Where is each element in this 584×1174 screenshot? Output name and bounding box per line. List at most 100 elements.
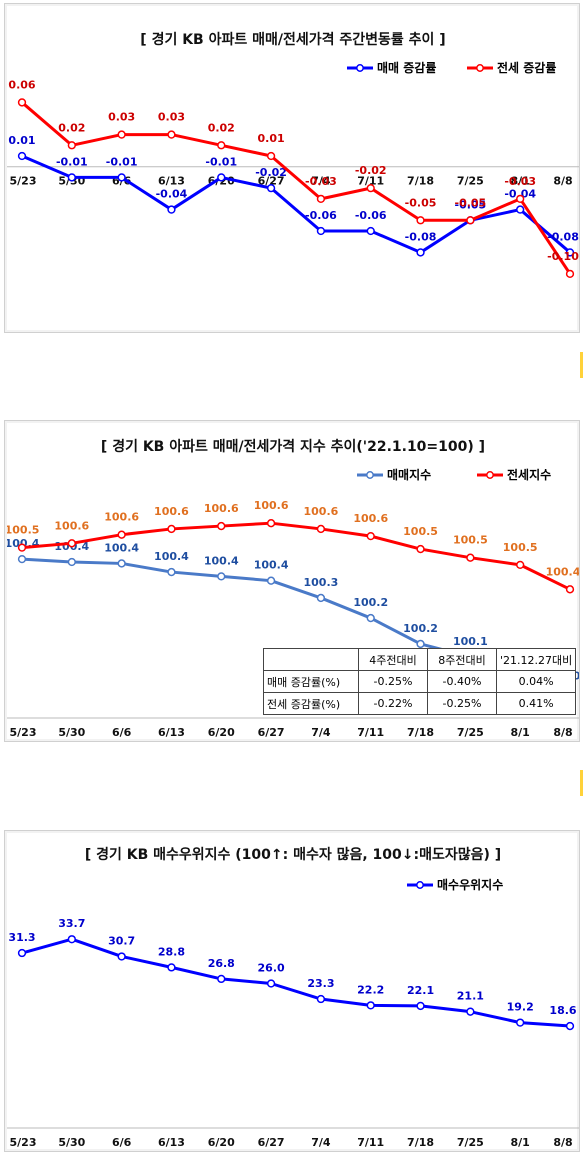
data-label: 100.1 xyxy=(453,635,488,648)
data-point xyxy=(516,205,525,214)
x-tick-label: 6/6 xyxy=(112,1136,132,1149)
data-point xyxy=(416,639,425,649)
x-tick-label: 6/20 xyxy=(208,1136,235,1149)
table-header-row: 4주전대비 8주전대비 '21.12.27대비 xyxy=(263,648,577,671)
data-label: -0.02 xyxy=(355,164,387,177)
series-line-2 xyxy=(21,101,572,275)
series-line-1 xyxy=(21,937,571,1028)
data-label: 100.6 xyxy=(204,502,239,515)
chart-title: [ 경기 KB 아파트 매매/전세가격 지수 추이('22.1.10=100) … xyxy=(101,438,485,455)
legend-marker xyxy=(486,471,494,479)
x-tick-label: 5/23 xyxy=(10,1136,37,1149)
data-point xyxy=(17,151,27,161)
data-label: 19.2 xyxy=(507,1001,534,1014)
data-point xyxy=(67,141,76,150)
x-tick-label: 6/6 xyxy=(112,726,132,739)
legend-label: 전세 증감률 xyxy=(497,60,556,75)
data-label: 100.6 xyxy=(54,519,89,532)
table-cell: -0.40% xyxy=(427,670,497,693)
chart-title: [ 경기 KB 매수우위지수 (100↑: 매수자 많음, 100↓:매도자많음… xyxy=(85,846,501,863)
data-label: 100.6 xyxy=(304,505,339,518)
data-label: 0.02 xyxy=(58,121,85,134)
data-label: -0.04 xyxy=(156,188,188,201)
data-point xyxy=(266,519,276,528)
table-cell: 0.04% xyxy=(495,670,577,693)
chart-weekly-change: [ 경기 KB 아파트 매매/전세가격 주간변동률 추이 ] 매매 증감률 전세 증… xyxy=(7,31,579,279)
data-label: -0.08 xyxy=(405,230,437,243)
data-label: 100.4 xyxy=(254,559,289,572)
data-point xyxy=(366,613,375,623)
data-label: 18.6 xyxy=(549,1004,576,1017)
data-point xyxy=(167,130,176,139)
data-point xyxy=(266,576,276,585)
series-line-2 xyxy=(21,521,571,591)
data-point xyxy=(117,530,126,539)
data-point xyxy=(167,205,176,214)
data-label: 100.5 xyxy=(453,534,488,547)
data-label: -0.04 xyxy=(504,188,536,201)
data-point xyxy=(416,248,425,257)
data-point xyxy=(17,948,27,958)
x-tick-label: 7/25 xyxy=(457,175,484,188)
table-row: 전세 증감률(%) -0.22% -0.25% 0.41% xyxy=(263,692,577,715)
x-tick-label: 7/18 xyxy=(407,726,434,739)
x-tick-label: 8/1 xyxy=(511,726,530,739)
x-tick-label: 7/4 xyxy=(311,175,331,188)
data-label: 28.8 xyxy=(158,945,185,958)
data-point xyxy=(366,226,375,236)
x-tick-label: 8/1 xyxy=(511,175,530,188)
table-row-label: 매매 증감률(%) xyxy=(263,670,359,693)
data-label: -0.05 xyxy=(405,196,437,209)
data-label: 100.5 xyxy=(7,524,39,537)
data-label: 100.4 xyxy=(204,554,239,567)
x-tick-label: 6/27 xyxy=(258,175,285,188)
data-point xyxy=(67,935,76,944)
x-tick-label: 8/8 xyxy=(553,175,572,188)
data-label: 26.0 xyxy=(258,962,285,975)
data-point xyxy=(117,559,126,568)
data-point xyxy=(167,963,176,972)
data-label: 0.03 xyxy=(158,111,185,124)
data-label: -0.03 xyxy=(305,175,337,188)
table-row-label: 전세 증감률(%) xyxy=(263,692,359,715)
x-tick-label: 7/18 xyxy=(407,175,434,188)
data-point xyxy=(67,557,76,567)
chart-buyer-superiority: [ 경기 KB 매수우위지수 (100↑: 매수자 많음, 100↓:매도자많음… xyxy=(7,846,579,1149)
data-point xyxy=(17,543,27,552)
data-label: 0.01 xyxy=(258,132,285,145)
x-tick-label: 7/4 xyxy=(311,726,331,739)
data-point xyxy=(67,539,76,548)
table-cell: -0.25% xyxy=(427,692,497,715)
data-label: 22.2 xyxy=(357,983,384,996)
data-label: 22.1 xyxy=(407,984,434,997)
legend-marker xyxy=(416,881,424,889)
data-label: 30.7 xyxy=(108,934,135,947)
x-tick-label: 6/20 xyxy=(208,726,235,739)
x-tick-label: 7/25 xyxy=(457,726,484,739)
data-label: -0.05 xyxy=(455,196,487,209)
legend-label: 전세지수 xyxy=(507,467,551,482)
chart-panel-price-index: [ 경기 KB 아파트 매매/전세가격 지수 추이('22.1.10=100) … xyxy=(4,420,580,742)
data-label: 0.02 xyxy=(208,121,235,134)
data-point xyxy=(117,173,126,182)
data-label: 100.4 xyxy=(154,550,189,563)
x-tick-label: 7/11 xyxy=(357,1136,384,1149)
data-label: 100.6 xyxy=(154,505,189,518)
data-label: -0.03 xyxy=(504,175,536,188)
data-point xyxy=(416,544,425,554)
data-point xyxy=(366,183,375,193)
x-tick-label: 5/23 xyxy=(10,726,37,739)
data-point xyxy=(266,183,276,193)
data-label: 33.7 xyxy=(58,917,85,930)
data-point xyxy=(217,521,226,531)
data-label: 100.4 xyxy=(104,541,139,554)
data-label: -0.08 xyxy=(547,230,579,243)
data-label: -0.05 xyxy=(455,198,487,211)
data-point xyxy=(366,531,375,541)
data-point xyxy=(17,98,27,107)
chart-panel-buyer-index: [ 경기 KB 매수우위지수 (100↑: 매수자 많음, 100↓:매도자많음… xyxy=(4,830,580,1152)
data-point xyxy=(316,593,326,603)
data-point xyxy=(466,553,475,562)
data-point xyxy=(466,1007,475,1016)
x-tick-label: 7/25 xyxy=(457,1136,484,1149)
